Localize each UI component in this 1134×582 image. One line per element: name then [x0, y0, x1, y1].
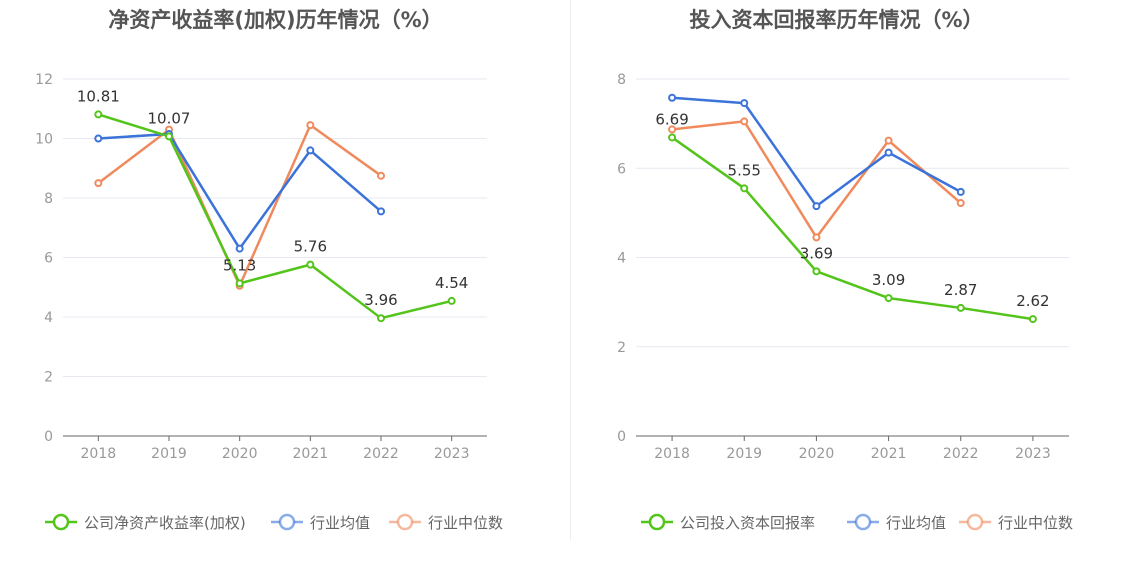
data-point[interactable] — [235, 244, 244, 253]
y-tick-label: 12 — [35, 72, 53, 88]
data-point[interactable] — [740, 184, 749, 193]
y-tick-label: 4 — [617, 251, 626, 267]
data-label: 3.96 — [364, 291, 397, 309]
y-tick-label: 2 — [44, 370, 53, 386]
x-tick-label: 2022 — [943, 446, 979, 462]
data-point[interactable] — [377, 314, 385, 323]
legend-item[interactable]: 行业均值 — [846, 510, 946, 534]
roic-line-chart: 0 2 4 6 8 2018 2019 2020 2021 2022 2023 6.69 5.55 3.6… — [617, 72, 1069, 462]
x-tick-label: 2020 — [222, 446, 258, 462]
data-label: 5.13 — [223, 256, 256, 274]
chart-legend: 公司净资产收益率(加权) 行业均值 行业中位数 — [0, 510, 567, 534]
data-point[interactable] — [812, 267, 821, 276]
roe-chart-panel: 净资产收益率(加权)历年情况（%） 0 2 4 6 8 10 12 2018 2019 2020 2… — [0, 8, 567, 534]
chart-title: 净资产收益率(加权)历年情况（%） — [108, 8, 443, 32]
y-tick-label: 0 — [44, 429, 53, 445]
data-label: 2.87 — [944, 281, 977, 299]
data-label: 10.81 — [77, 87, 120, 105]
data-point[interactable] — [740, 117, 749, 126]
legend-marker-icon — [45, 513, 77, 531]
data-point[interactable] — [884, 136, 893, 145]
series-line — [671, 136, 1034, 321]
data-label: 3.09 — [872, 271, 905, 289]
legend-marker-icon — [847, 513, 879, 531]
data-point[interactable] — [956, 303, 965, 312]
data-point[interactable] — [668, 93, 677, 102]
data-point[interactable] — [956, 187, 965, 196]
data-point[interactable] — [165, 132, 173, 141]
data-point[interactable] — [884, 148, 893, 157]
y-tick-label: 8 — [617, 72, 626, 88]
data-point[interactable] — [306, 121, 315, 130]
data-point[interactable] — [306, 146, 315, 155]
y-tick-label: 2 — [617, 340, 626, 356]
x-tick-label: 2019 — [151, 446, 187, 462]
y-tick-label: 0 — [617, 429, 626, 445]
roic-chart-panel: 投入资本回报率历年情况（%） 0 2 4 6 8 2018 2019 2020 2021 2022… — [567, 0, 1134, 582]
x-tick-label: 2019 — [726, 446, 762, 462]
data-point[interactable] — [377, 171, 385, 180]
legend-item[interactable]: 公司净资产收益率(加权) — [44, 510, 246, 534]
data-point[interactable] — [94, 110, 103, 119]
legend-item[interactable]: 行业中位数 — [388, 510, 503, 534]
legend-label: 行业均值 — [886, 513, 947, 532]
legend-label: 行业中位数 — [998, 513, 1074, 532]
x-tick-label: 2023 — [434, 446, 470, 462]
data-point[interactable] — [812, 233, 821, 242]
data-label: 4.54 — [435, 274, 468, 292]
legend-marker-icon — [641, 513, 673, 531]
y-tick-label: 6 — [617, 161, 626, 177]
data-point[interactable] — [306, 260, 315, 269]
x-tick-label: 2021 — [293, 446, 329, 462]
legend-item[interactable]: 行业中位数 — [958, 510, 1073, 534]
legend-label: 公司投入资本回报率 — [680, 513, 816, 532]
x-tick-label: 2021 — [871, 446, 907, 462]
legend-label: 公司净资产收益率(加权) — [84, 513, 246, 532]
data-label: 5.76 — [294, 238, 327, 256]
legend-marker-icon — [389, 513, 421, 531]
legend-marker-icon — [959, 513, 991, 531]
chart-title: 投入资本回报率历年情况（%） — [689, 8, 984, 32]
data-point[interactable] — [668, 133, 677, 142]
x-tick-label: 2023 — [1015, 446, 1051, 462]
y-tick-label: 8 — [44, 191, 53, 207]
roe-line-chart: 0 2 4 6 8 10 12 2018 2019 2020 2021 2022 2023 10.81 10… — [35, 72, 487, 462]
x-tick-label: 2018 — [81, 446, 117, 462]
y-tick-label: 6 — [44, 251, 53, 267]
data-point[interactable] — [668, 125, 677, 134]
legend-item[interactable]: 行业均值 — [270, 510, 370, 534]
x-tick-label: 2022 — [363, 446, 399, 462]
legend-item[interactable]: 公司投入资本回报率 — [640, 510, 815, 534]
data-label: 5.55 — [728, 161, 761, 179]
data-point[interactable] — [812, 202, 821, 211]
data-label: 3.69 — [800, 244, 833, 262]
data-point[interactable] — [447, 296, 456, 305]
data-point[interactable] — [884, 294, 893, 303]
legend-marker-icon — [271, 513, 303, 531]
series-line — [671, 120, 962, 239]
data-label: 6.69 — [655, 110, 688, 128]
data-point[interactable] — [956, 199, 965, 208]
legend-label: 行业均值 — [310, 513, 371, 532]
data-label: 10.07 — [148, 109, 191, 127]
x-tick-label: 2020 — [799, 446, 835, 462]
data-label: 2.62 — [1016, 292, 1049, 310]
y-tick-label: 10 — [35, 132, 53, 148]
panel-divider — [570, 0, 571, 540]
chart-legend: 公司投入资本回报率 行业均值 行业中位数 — [567, 510, 1134, 534]
data-point[interactable] — [94, 134, 103, 143]
data-point[interactable] — [1028, 315, 1037, 324]
data-point[interactable] — [94, 179, 103, 188]
data-point[interactable] — [740, 99, 749, 108]
y-tick-label: 4 — [44, 310, 53, 326]
legend-label: 行业中位数 — [428, 513, 504, 532]
data-point[interactable] — [377, 207, 385, 216]
x-tick-label: 2018 — [654, 446, 690, 462]
series-line — [97, 113, 452, 320]
series-line — [671, 96, 962, 208]
data-point[interactable] — [235, 279, 244, 288]
